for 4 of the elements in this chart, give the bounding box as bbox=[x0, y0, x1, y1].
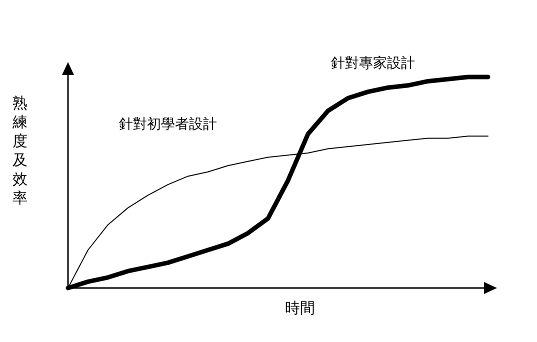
text: 針對初學者設計 bbox=[119, 116, 217, 133]
y-axis-title: 熟練度及效率 bbox=[12, 94, 28, 207]
x-axis-title: 時間 bbox=[285, 299, 315, 317]
series-label: 針對專家設計 bbox=[331, 55, 415, 72]
